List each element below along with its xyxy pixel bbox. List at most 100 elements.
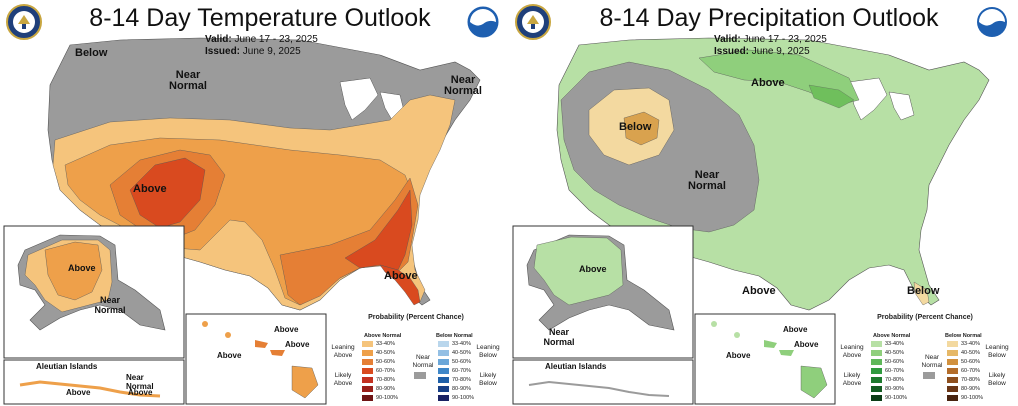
legend-above-swatch (871, 341, 882, 347)
legend-leaning-right: Leaning Below (476, 344, 500, 359)
legend-below-range: 40-50% (452, 350, 471, 356)
label-near-normal: Near Normal (688, 169, 726, 192)
legend-above-range: 40-50% (376, 350, 395, 356)
precipitation-outlook-panel: 8-14 Day Precipitation Outlook Valid: Ju… (509, 0, 1018, 406)
label-above-sw: Above (133, 183, 167, 195)
noaa-logo-icon (977, 7, 1007, 37)
dates-block: Valid: June 17 - 23, 2025 Issued: June 9… (714, 34, 827, 58)
page-title: 8-14 Day Precipitation Outlook (599, 4, 939, 32)
legend-title: Probability (Percent Chance) (877, 314, 973, 321)
hawaii-above-2: Above (217, 351, 242, 360)
label-above-fl: Above (384, 270, 418, 282)
legend-title: Probability (Percent Chance) (368, 314, 464, 321)
legend-below-swatch (947, 359, 958, 365)
legend-below-swatch (947, 341, 958, 347)
label-above-north: Above (751, 77, 785, 89)
legend-above-header: Above Normal (873, 333, 911, 339)
legend-above-swatch (362, 359, 373, 365)
legend-below-header: Below Normal (436, 333, 473, 339)
hawaii-above-1: Above (274, 325, 299, 334)
commerce-seal-icon (6, 4, 42, 40)
legend: Probability (Percent Chance) Above Norma… (835, 314, 1015, 406)
legend-leaning-left: Leaning Above (331, 344, 355, 359)
above-50-se-region (279, 177, 419, 306)
legend-below-range: 90-100% (961, 395, 984, 401)
legend-above-swatch (871, 359, 882, 365)
issued-line: Issued: June 9, 2025 (714, 46, 810, 57)
legend-above-range: 33-40% (885, 341, 904, 347)
legend-below-swatch (947, 350, 958, 356)
legend-leaning-left: Leaning Above (840, 344, 864, 359)
label-above-tx: Above (742, 285, 776, 297)
legend-near-normal-swatch (414, 372, 426, 379)
legend-likely-left: Likely Above (842, 372, 862, 387)
legend-below-swatch (438, 350, 449, 356)
legend-likely-left: Likely Above (333, 372, 353, 387)
label-below-fl: Below (907, 285, 940, 297)
legend-below-range: 60-70% (961, 368, 980, 374)
label-near-normal-ne: Near Normal (444, 74, 482, 97)
legend-below-range: 33-40% (452, 341, 471, 347)
legend-above-swatch (362, 350, 373, 356)
legend-below-swatch (438, 368, 449, 374)
legend: Probability (Percent Chance) Above Norma… (326, 314, 506, 406)
legend-below-swatch (438, 377, 449, 383)
legend-above-swatch (871, 350, 882, 356)
legend-below-range: 50-60% (452, 359, 471, 365)
legend-above-swatch (362, 341, 373, 347)
valid-line: Valid: June 17 - 23, 2025 (714, 34, 827, 45)
legend-below-swatch (438, 386, 449, 392)
label-below: Below (75, 47, 108, 59)
legend-above-range: 70-80% (885, 377, 904, 383)
temperature-outlook-panel: 8-14 Day Temperature Outlook Valid: June… (3, 4, 506, 406)
legend-leaning-right: Leaning Below (985, 344, 1009, 359)
legend-below-range: 70-80% (452, 377, 471, 383)
legend-below-swatch (438, 359, 449, 365)
valid-line: Valid: June 17 - 23, 2025 (205, 34, 318, 45)
legend-below-range: 40-50% (961, 350, 980, 356)
label-below-west: Below (619, 121, 652, 133)
legend-above-range: 80-90% (885, 386, 904, 392)
page-title: 8-14 Day Temperature Outlook (89, 4, 431, 32)
legend-above-range: 33-40% (376, 341, 395, 347)
legend-below-swatch (947, 368, 958, 374)
above-60-sw-region (129, 157, 206, 229)
legend-above-swatch (362, 377, 373, 383)
above-60-se-region (344, 189, 413, 271)
alaska-label-near-normal: Near Normal (94, 295, 126, 315)
precipitation-map (512, 37, 990, 405)
legend-below-range: 33-40% (961, 341, 980, 347)
legend-below-swatch (438, 395, 449, 401)
hawaii-above-2: Above (726, 351, 751, 360)
legend-below-swatch (947, 386, 958, 392)
legend-above-swatch (871, 395, 882, 401)
legend-above-range: 90-100% (885, 395, 908, 401)
legend-near-normal-swatch (923, 372, 935, 379)
alaska-label-above: Above (579, 264, 607, 274)
hawaii-above-3: Above (285, 340, 310, 349)
legend-near-normal-label: Near Normal (921, 354, 943, 369)
aleutian-above-1: Above (66, 388, 91, 397)
legend-likely-right: Likely Below (479, 372, 497, 387)
legend-above-range: 40-50% (885, 350, 904, 356)
legend-above-range: 80-90% (376, 386, 395, 392)
commerce-seal-icon (515, 4, 551, 40)
noaa-logo-icon (467, 6, 499, 38)
florida-below-region (913, 281, 930, 306)
legend-above-swatch (362, 386, 373, 392)
legend-below-swatch (947, 377, 958, 383)
legend-above-range: 90-100% (376, 395, 399, 401)
legend-above-swatch (871, 386, 882, 392)
legend-below-swatch (438, 341, 449, 347)
legend-below-range: 80-90% (961, 386, 980, 392)
legend-above-swatch (871, 368, 882, 374)
issued-line: Issued: June 9, 2025 (205, 46, 301, 57)
label-near-normal-north: Near Normal (169, 69, 207, 92)
legend-likely-right: Likely Below (988, 372, 1006, 387)
legend-above-range: 70-80% (376, 377, 395, 383)
hawaii-above-1: Above (783, 325, 808, 334)
legend-below-range: 50-60% (961, 359, 980, 365)
legend-below-range: 90-100% (452, 395, 475, 401)
legend-below-range: 60-70% (452, 368, 471, 374)
legend-above-range: 50-60% (885, 359, 904, 365)
